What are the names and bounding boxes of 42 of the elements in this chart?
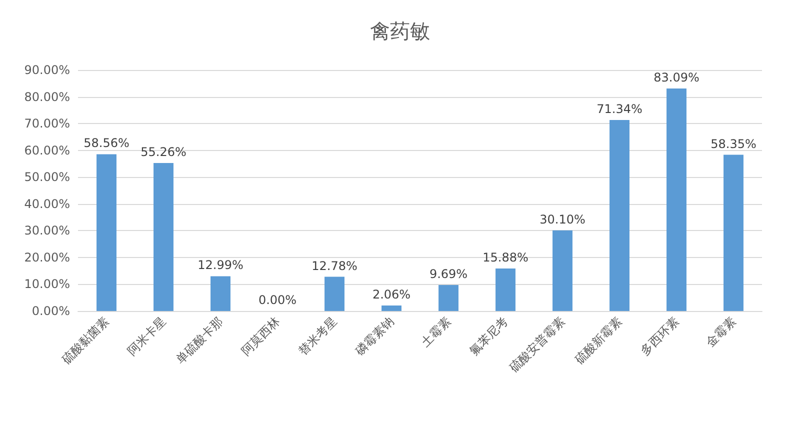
data-label: 0.00% bbox=[258, 293, 297, 307]
chart-title: 禽药敏 bbox=[370, 19, 430, 43]
x-tick-label: 多西环素 bbox=[638, 314, 682, 358]
x-tick-label: 磷霉素钠 bbox=[352, 314, 396, 359]
data-label: 9.69% bbox=[429, 267, 468, 282]
y-tick-label: 30.00% bbox=[24, 224, 70, 238]
data-label: 12.99% bbox=[198, 258, 244, 272]
data-label: 15.88% bbox=[482, 250, 528, 264]
y-tick-label: 20.00% bbox=[24, 250, 70, 264]
y-tick-label: 90.00% bbox=[24, 63, 70, 77]
data-label: 58.35% bbox=[710, 136, 756, 151]
y-tick-label: 80.00% bbox=[24, 90, 70, 104]
bar bbox=[724, 154, 744, 311]
bar bbox=[154, 163, 174, 311]
y-tick-label: 60.00% bbox=[24, 143, 70, 158]
bar bbox=[496, 268, 516, 311]
bar bbox=[96, 154, 116, 311]
bar bbox=[210, 276, 230, 311]
data-label: 58.56% bbox=[84, 136, 130, 150]
y-tick-label: 50.00% bbox=[24, 170, 70, 184]
y-tick-label: 40.00% bbox=[24, 196, 70, 211]
data-label: 30.10% bbox=[540, 212, 586, 226]
data-label: 12.78% bbox=[312, 258, 358, 273]
x-tick-label: 阿莫西林 bbox=[238, 314, 282, 358]
x-tick-label: 阿米卡星 bbox=[124, 314, 168, 358]
x-tick-label: 土霉素 bbox=[418, 314, 454, 350]
y-tick-label: 10.00% bbox=[24, 277, 70, 292]
x-tick-label: 金霉素 bbox=[703, 314, 738, 350]
bar bbox=[438, 285, 458, 311]
y-tick-label: 70.00% bbox=[24, 116, 70, 131]
x-tick-label: 单硫酸卡那 bbox=[173, 314, 226, 366]
data-label: 71.34% bbox=[596, 102, 642, 116]
x-tick-label: 替米考星 bbox=[296, 314, 340, 358]
bar bbox=[610, 120, 630, 311]
data-label: 83.09% bbox=[654, 70, 700, 85]
x-tick-label: 硫酸新霉素 bbox=[572, 314, 624, 366]
data-label: 2.06% bbox=[372, 287, 411, 302]
bar bbox=[382, 305, 402, 311]
data-label: 55.26% bbox=[140, 145, 186, 160]
bar bbox=[666, 88, 686, 311]
bar bbox=[552, 230, 572, 311]
bar bbox=[324, 276, 344, 311]
